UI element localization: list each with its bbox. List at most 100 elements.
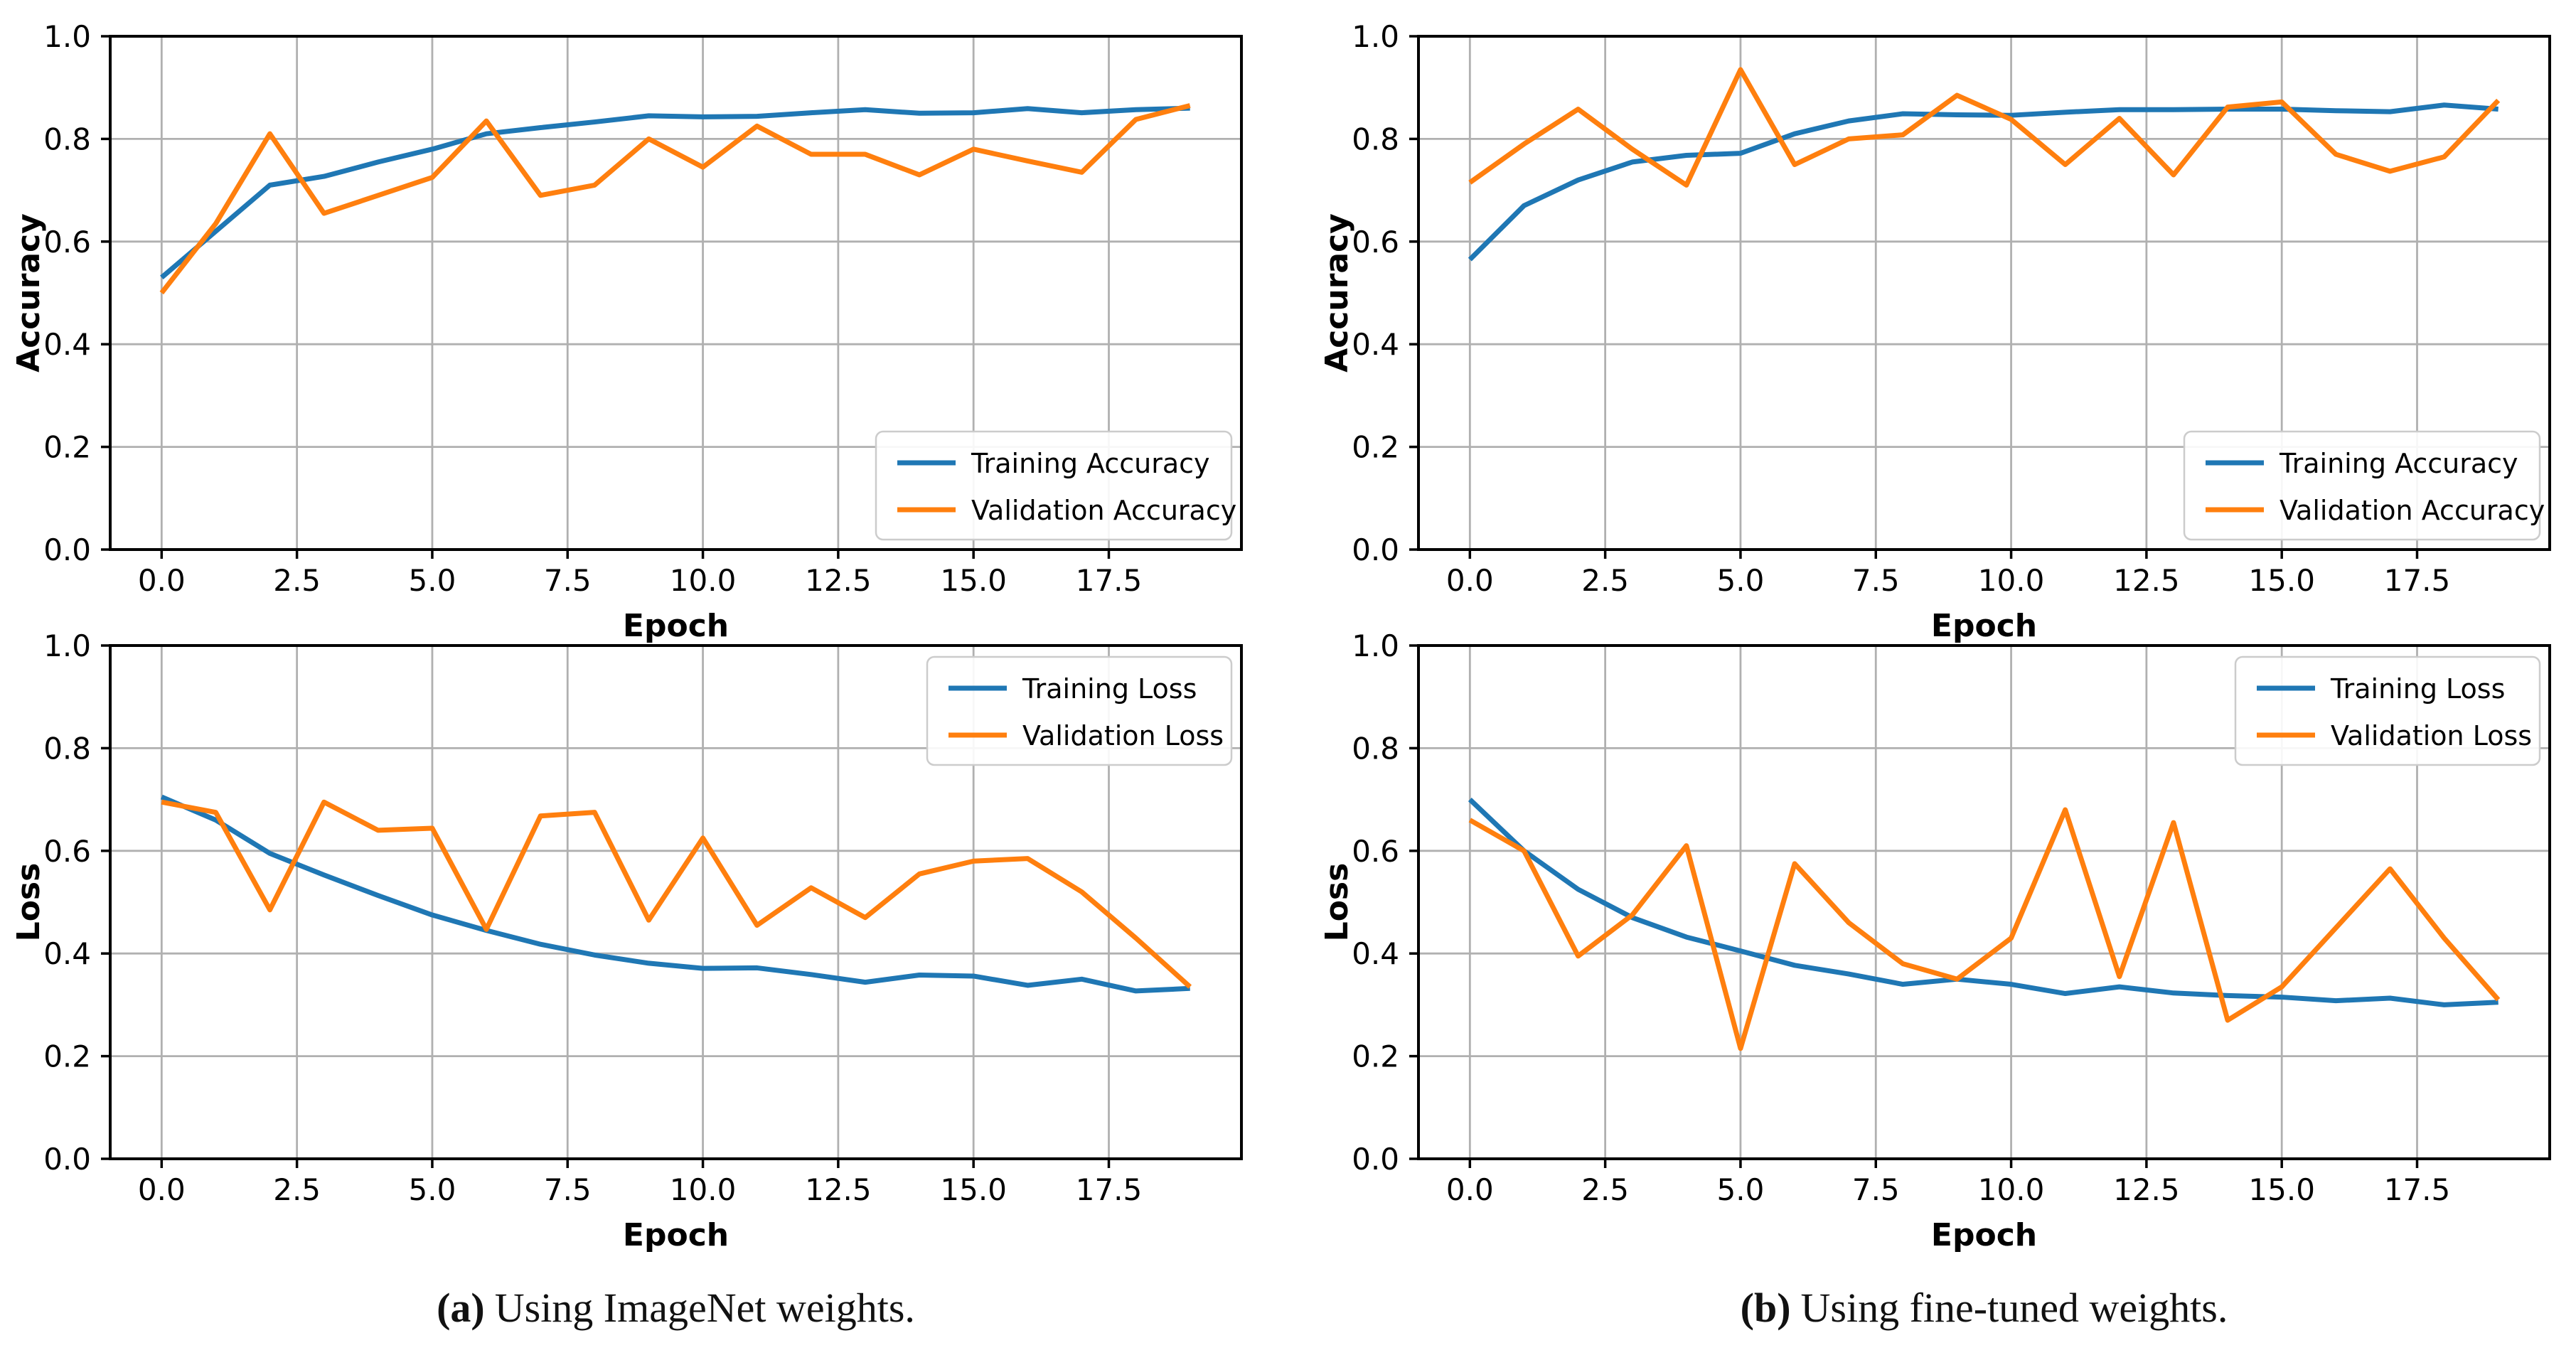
y-tick-label: 0.4	[43, 936, 91, 971]
legend-box	[875, 430, 1233, 541]
x-axis-label: Epoch	[623, 1217, 729, 1253]
legend-box	[2183, 430, 2541, 541]
series-line-training	[160, 794, 1190, 994]
axis-ticks: 0.0 2.5 5.0 7.5 10.0 12.5 15.0 17.5 0.0 0.2 0.4 0.6…	[43, 19, 1142, 598]
x-tick-label: 7.5	[1852, 1172, 1900, 1207]
legend-label: Training Loss	[1022, 673, 1197, 705]
caption-b-label: (b)	[1740, 1285, 1791, 1331]
legend-label: Validation Accuracy	[2280, 495, 2545, 526]
legend-label: Training Accuracy	[2279, 448, 2518, 479]
y-tick-label: 0.4	[1352, 936, 1399, 971]
y-tick-label: 0.2	[43, 1039, 91, 1074]
x-tick-label: 5.0	[1717, 1172, 1765, 1207]
series-line-validation	[1468, 807, 2501, 1051]
y-tick-label: 0.8	[43, 122, 91, 156]
y-tick-label: 0.2	[43, 430, 91, 465]
x-tick-label: 15.0	[940, 1172, 1007, 1207]
legend-label: Validation Loss	[2331, 720, 2532, 751]
y-tick-label: 1.0	[43, 628, 91, 663]
y-tick-label: 0.0	[1352, 532, 1399, 567]
chart-loss-imagenet: 0.0 2.5 5.0 7.5 10.0 12.5 15.0 17.5 0.0 0.2 0.4 0.6…	[11, 628, 1243, 1253]
series-line-validation	[161, 799, 1192, 989]
legend-label: Training Accuracy	[971, 448, 1210, 479]
x-tick-label: 7.5	[544, 1172, 592, 1207]
y-tick-label: 0.2	[1352, 430, 1399, 465]
series-line-validation	[1468, 67, 2501, 188]
x-tick-label: 5.0	[409, 1172, 456, 1207]
axis-ticks: 0.0 2.5 5.0 7.5 10.0 12.5 15.0 17.5 0.0 0.2 0.4 0.6…	[1352, 628, 2450, 1207]
chart-accuracy-imagenet: 0.0 2.5 5.0 7.5 10.0 12.5 15.0 17.5 0.0 0.2 0.4 0.6…	[11, 19, 1243, 644]
y-axis-label: Accuracy	[11, 213, 47, 373]
legend: Training Loss Validation Loss	[2234, 655, 2541, 766]
x-axis-label: Epoch	[1931, 1217, 2037, 1253]
chart-accuracy-finetuned: 0.0 2.5 5.0 7.5 10.0 12.5 15.0 17.5 0.0 0.2 0.4 0.6…	[1319, 19, 2551, 644]
legend-label: Training Loss	[2330, 673, 2505, 705]
x-tick-label: 5.0	[409, 563, 456, 598]
axes-spines	[109, 35, 1243, 551]
caption-a-label: (a)	[437, 1285, 485, 1331]
y-tick-label: 0.6	[43, 834, 91, 869]
caption-b-text: Using fine-tuned weights.	[1800, 1285, 2228, 1331]
x-tick-label: 12.5	[805, 563, 872, 598]
y-tick-label: 0.4	[43, 327, 91, 362]
y-tick-label: 0.6	[1352, 225, 1399, 259]
y-tick-label: 0.6	[1352, 834, 1399, 869]
x-tick-label: 12.5	[2113, 563, 2180, 598]
legend: Training Accuracy Validation Accuracy	[2183, 430, 2545, 541]
y-axis-label: Accuracy	[1319, 213, 1355, 373]
x-tick-label: 17.5	[1076, 1172, 1143, 1207]
x-tick-label: 0.0	[138, 563, 186, 598]
x-tick-label: 10.0	[1978, 563, 2045, 598]
x-tick-label: 12.5	[2113, 1172, 2180, 1207]
series-line-training	[1468, 102, 2498, 262]
y-tick-label: 0.8	[43, 731, 91, 766]
legend: Training Accuracy Validation Accuracy	[875, 430, 1236, 541]
caption-a-text: Using ImageNet weights.	[494, 1285, 915, 1331]
x-tick-label: 15.0	[940, 563, 1007, 598]
x-tick-label: 5.0	[1717, 563, 1765, 598]
x-tick-label: 17.5	[2384, 1172, 2451, 1207]
x-tick-label: 10.0	[1978, 1172, 2045, 1207]
x-tick-label: 12.5	[805, 1172, 872, 1207]
x-tick-label: 15.0	[2248, 1172, 2315, 1207]
x-tick-label: 0.0	[1446, 563, 1494, 598]
y-tick-label: 0.4	[1352, 327, 1399, 362]
y-tick-label: 0.2	[1352, 1039, 1399, 1074]
x-tick-label: 15.0	[2248, 563, 2315, 598]
x-axis-label: Epoch	[623, 608, 729, 644]
y-axis-label: Loss	[1319, 863, 1355, 942]
caption-b: (b) Using fine-tuned weights.	[1418, 1276, 2550, 1340]
y-tick-label: 0.0	[43, 532, 91, 567]
y-axis-label: Loss	[11, 863, 47, 942]
axis-ticks: 0.0 2.5 5.0 7.5 10.0 12.5 15.0 17.5 0.0 0.2 0.4 0.6…	[43, 628, 1142, 1207]
x-tick-label: 0.0	[138, 1172, 186, 1207]
y-tick-label: 1.0	[1352, 628, 1399, 663]
y-tick-label: 1.0	[1352, 19, 1399, 54]
legend-label: Validation Accuracy	[971, 495, 1236, 526]
y-tick-label: 1.0	[43, 19, 91, 54]
legend: Training Loss Validation Loss	[926, 655, 1233, 766]
x-tick-label: 2.5	[1581, 563, 1629, 598]
y-tick-label: 0.8	[1352, 122, 1399, 156]
y-tick-label: 0.8	[1352, 731, 1399, 766]
axes-spines	[1417, 35, 2551, 551]
legend-box	[2234, 655, 2541, 766]
series-line-validation	[159, 103, 1191, 295]
axes-spines	[109, 644, 1243, 1160]
chart-loss-finetuned: 0.0 2.5 5.0 7.5 10.0 12.5 15.0 17.5 0.0 0.2 0.4 0.6…	[1319, 628, 2551, 1253]
x-tick-label: 7.5	[1852, 563, 1900, 598]
series-line-training	[160, 105, 1190, 280]
caption-a: (a) Using ImageNet weights.	[110, 1276, 1241, 1340]
x-tick-label: 7.5	[544, 563, 592, 598]
x-tick-label: 2.5	[273, 1172, 321, 1207]
y-tick-label: 0.0	[43, 1142, 91, 1177]
legend-label: Validation Loss	[1022, 720, 1224, 751]
x-tick-label: 0.0	[1446, 1172, 1494, 1207]
axis-ticks: 0.0 2.5 5.0 7.5 10.0 12.5 15.0 17.5 0.0 0.2 0.4 0.6…	[1352, 19, 2450, 598]
x-tick-label: 10.0	[670, 563, 737, 598]
x-tick-label: 17.5	[2384, 563, 2451, 598]
x-tick-label: 17.5	[1076, 563, 1143, 598]
series-line-training	[1468, 798, 2498, 1007]
